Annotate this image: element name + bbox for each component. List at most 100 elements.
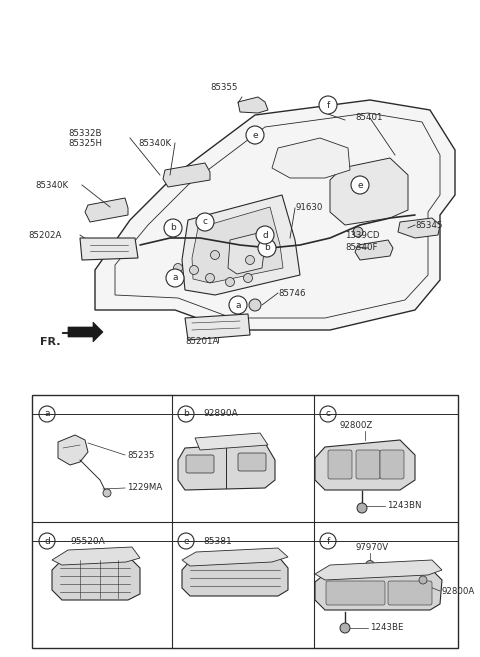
Text: a: a <box>44 409 50 419</box>
Circle shape <box>319 96 337 114</box>
Circle shape <box>419 576 427 584</box>
Text: 85201A: 85201A <box>185 338 218 346</box>
Circle shape <box>196 213 214 231</box>
FancyBboxPatch shape <box>326 581 385 605</box>
Polygon shape <box>272 138 350 178</box>
Text: 97970V: 97970V <box>355 543 388 551</box>
Polygon shape <box>315 568 442 610</box>
Polygon shape <box>192 207 283 283</box>
Circle shape <box>39 406 55 422</box>
Polygon shape <box>68 322 103 342</box>
Polygon shape <box>182 548 288 566</box>
Polygon shape <box>185 314 250 340</box>
Text: 1243BN: 1243BN <box>387 501 421 510</box>
Text: e: e <box>252 131 258 139</box>
Circle shape <box>173 263 182 273</box>
Circle shape <box>256 226 274 244</box>
Text: 85355: 85355 <box>210 83 238 93</box>
Text: 1243BE: 1243BE <box>370 623 404 633</box>
Circle shape <box>205 273 215 283</box>
Circle shape <box>258 239 276 257</box>
Polygon shape <box>163 163 210 187</box>
Text: d: d <box>262 231 268 240</box>
Circle shape <box>103 489 111 497</box>
Circle shape <box>245 256 254 265</box>
Text: e: e <box>183 537 189 545</box>
Text: d: d <box>44 537 50 545</box>
Text: b: b <box>183 409 189 419</box>
FancyBboxPatch shape <box>380 450 404 479</box>
Polygon shape <box>355 240 393 260</box>
FancyBboxPatch shape <box>328 450 352 479</box>
Text: f: f <box>326 101 330 110</box>
Circle shape <box>249 299 261 311</box>
FancyBboxPatch shape <box>356 450 380 479</box>
Polygon shape <box>178 443 275 490</box>
Polygon shape <box>315 560 442 580</box>
Text: c: c <box>203 217 207 227</box>
Circle shape <box>178 533 194 549</box>
Text: 92800Z: 92800Z <box>340 420 373 430</box>
Polygon shape <box>182 195 300 295</box>
Circle shape <box>190 265 199 275</box>
Bar <box>32 395 458 648</box>
Circle shape <box>353 227 363 237</box>
Text: 85345: 85345 <box>415 221 443 229</box>
Text: 85746: 85746 <box>278 288 305 298</box>
Polygon shape <box>315 440 415 490</box>
Polygon shape <box>228 233 264 274</box>
Text: f: f <box>326 537 330 545</box>
Circle shape <box>357 503 367 513</box>
Polygon shape <box>182 556 288 596</box>
FancyBboxPatch shape <box>238 453 266 471</box>
Polygon shape <box>330 158 408 225</box>
Polygon shape <box>80 238 138 260</box>
FancyBboxPatch shape <box>388 581 432 605</box>
Text: b: b <box>264 244 270 252</box>
Circle shape <box>211 250 219 260</box>
Text: 85401: 85401 <box>355 114 383 122</box>
Circle shape <box>320 533 336 549</box>
Circle shape <box>340 623 350 633</box>
Circle shape <box>166 269 184 287</box>
Text: a: a <box>172 273 178 283</box>
Text: 85332B: 85332B <box>68 129 101 137</box>
Text: 85325H: 85325H <box>68 139 102 148</box>
Polygon shape <box>85 198 128 222</box>
Circle shape <box>39 533 55 549</box>
Circle shape <box>320 406 336 422</box>
Text: b: b <box>170 223 176 233</box>
Text: 85340K: 85340K <box>138 139 171 148</box>
Polygon shape <box>398 218 440 238</box>
Text: 95520A: 95520A <box>70 537 105 545</box>
Polygon shape <box>58 435 88 465</box>
Polygon shape <box>52 556 140 600</box>
Text: 85381: 85381 <box>203 537 232 545</box>
Text: 85235: 85235 <box>127 451 155 459</box>
Text: e: e <box>357 181 363 189</box>
Polygon shape <box>238 97 268 113</box>
Text: 85340K: 85340K <box>35 181 68 189</box>
Text: c: c <box>325 409 331 419</box>
Text: 92800A: 92800A <box>442 587 475 595</box>
Polygon shape <box>195 433 268 450</box>
Circle shape <box>351 176 369 194</box>
Polygon shape <box>52 547 140 565</box>
Circle shape <box>365 560 374 570</box>
Text: a: a <box>235 300 241 309</box>
Circle shape <box>243 273 252 283</box>
Circle shape <box>229 296 247 314</box>
Circle shape <box>226 277 235 286</box>
Text: 85340F: 85340F <box>345 242 377 252</box>
Text: 1229MA: 1229MA <box>127 484 162 493</box>
Text: 1339CD: 1339CD <box>345 231 380 240</box>
Text: FR.: FR. <box>40 337 60 347</box>
Circle shape <box>178 406 194 422</box>
Text: 91630: 91630 <box>295 204 323 212</box>
Text: 92890A: 92890A <box>203 409 238 419</box>
Text: 85202A: 85202A <box>28 231 61 240</box>
Circle shape <box>164 219 182 237</box>
FancyBboxPatch shape <box>186 455 214 473</box>
Polygon shape <box>95 100 455 330</box>
Circle shape <box>246 126 264 144</box>
